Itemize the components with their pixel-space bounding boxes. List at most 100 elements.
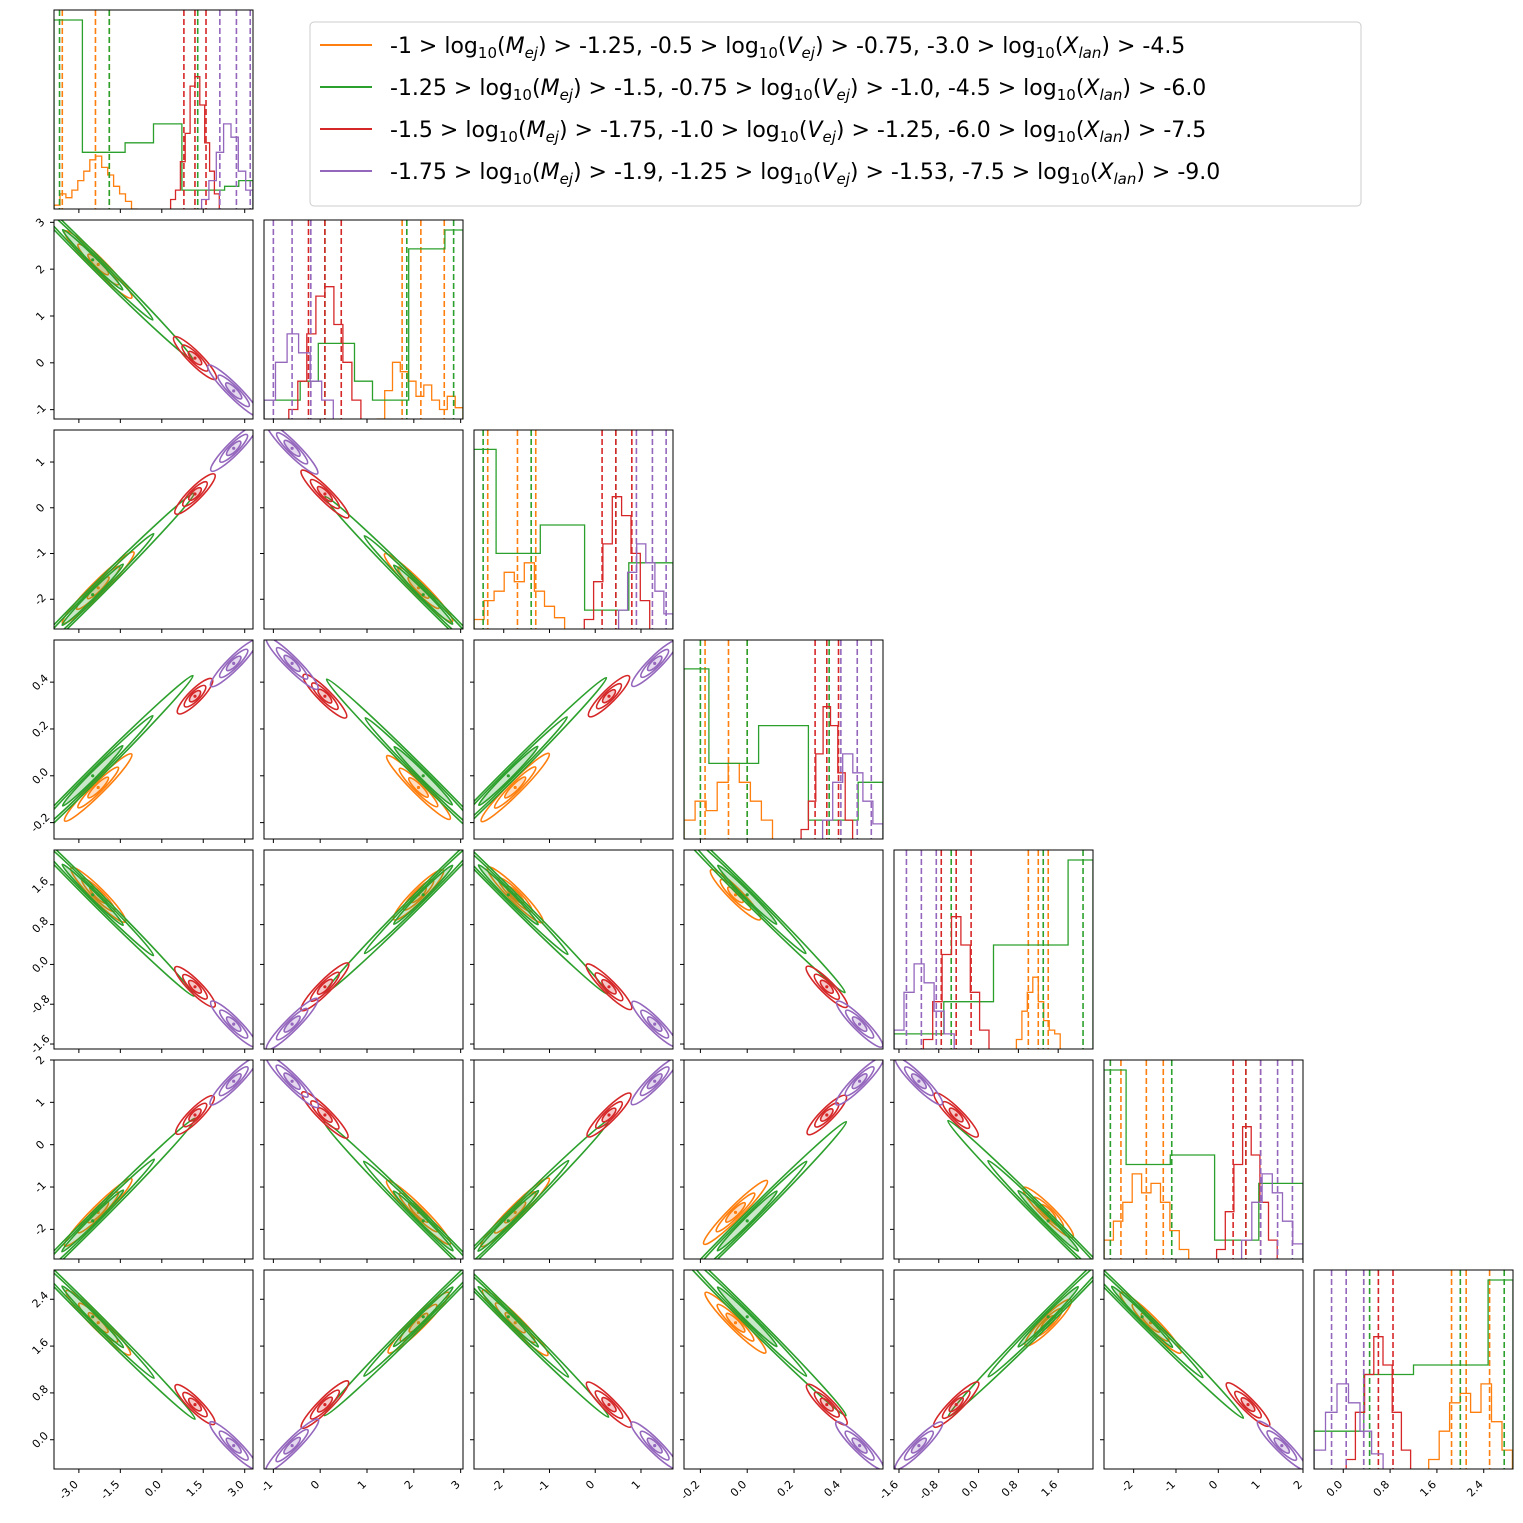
- density-point-1: [421, 893, 425, 897]
- legend-text-part: ej: [525, 44, 539, 62]
- y-tick-label: 0.8: [30, 914, 52, 936]
- panel-2-0: -2 -1 0 1: [32, 429, 254, 633]
- x-tick-label: 0.0: [142, 1478, 164, 1500]
- panel-5-4: [890, 1059, 1094, 1263]
- legend-text-part: (: [1076, 76, 1085, 101]
- x-tick-label: 0: [308, 1478, 322, 1492]
- density-point-1: [91, 1315, 95, 1319]
- contour-series-3-level-1: [639, 1430, 670, 1461]
- y-tick-label: 0.0: [30, 1429, 52, 1451]
- contour-series-2-level-0: [587, 674, 631, 718]
- contour-series-3-level-0: [835, 1060, 883, 1106]
- legend-text-part: 10: [478, 44, 497, 62]
- contour-series-3-level-0: [209, 1000, 253, 1048]
- contour-series-1-level-1: [362, 1160, 463, 1259]
- y-tick-label: -1.6: [28, 1032, 52, 1056]
- legend-text-part: M: [506, 34, 525, 59]
- x-tick-label: 3.0: [225, 1478, 247, 1500]
- density-point-2: [323, 1113, 327, 1117]
- panel-content: [265, 850, 463, 1049]
- panel-4-2: [470, 849, 674, 1053]
- contour-series-3-level-0: [209, 1060, 253, 1106]
- y-tick-label: 1: [33, 455, 47, 469]
- y-tick-label: 2: [33, 1053, 47, 1067]
- contour-series-2-level-1: [813, 1391, 841, 1418]
- density-point-0: [96, 1321, 100, 1325]
- legend-text-part: lan: [1100, 86, 1123, 104]
- density-point-2: [825, 985, 829, 989]
- legend-text-part: 10: [794, 170, 813, 188]
- contour-series-1-level-1: [687, 1270, 808, 1377]
- histogram-series-1: [54, 19, 253, 209]
- panel-4-1: [260, 849, 464, 1053]
- y-tick-label: 1: [33, 1096, 47, 1110]
- contour-series-2-level-1: [1233, 1390, 1263, 1419]
- density-point-1: [421, 1315, 425, 1319]
- contour-series-1-level-1: [987, 1270, 1093, 1378]
- histogram-series-2: [583, 496, 651, 629]
- density-point-3: [232, 1079, 236, 1083]
- panel-frame: [1313, 1269, 1514, 1470]
- contour-series-1-level-0: [54, 850, 195, 997]
- panel-content: [474, 430, 673, 629]
- panel-content: [684, 1060, 883, 1259]
- histogram-series-2: [288, 286, 362, 419]
- density-point-1: [421, 1219, 425, 1223]
- density-point-0: [513, 785, 517, 790]
- legend-text-part: ) > -7.5: [1122, 118, 1206, 143]
- density-point-1: [745, 1315, 749, 1319]
- contour-series-0-level-0: [387, 1291, 450, 1354]
- panel-frame: [473, 849, 674, 1050]
- y-tick-label: -1: [32, 401, 49, 418]
- panel-6-5: -2 -1 0 1 2: [1100, 1269, 1305, 1495]
- legend-text-part: ej: [837, 86, 851, 104]
- panel-content: [894, 850, 1093, 1049]
- panel-2-2: [473, 429, 674, 633]
- legend-text-part: ) > -0.75, -3.0 > log: [815, 34, 1036, 59]
- contour-series-1-level-1: [54, 714, 154, 837]
- contour-series-3-level-0: [209, 430, 253, 473]
- histogram-series-1: [1314, 1279, 1513, 1469]
- panel-content: [54, 640, 253, 839]
- histogram-series-3: [264, 333, 334, 419]
- panel-frame: [263, 849, 464, 1050]
- histogram-series-1: [894, 859, 1093, 1049]
- x-tick-label: 0.0: [959, 1478, 981, 1500]
- panel-content: [264, 1060, 463, 1259]
- y-tick-label: 2.4: [30, 1289, 52, 1311]
- contour-series-1-level-0: [474, 1270, 610, 1418]
- x-tick-label: 1.5: [184, 1478, 206, 1500]
- contour-series-2-level-1: [309, 1389, 341, 1420]
- panel-frame: [473, 429, 674, 630]
- panel-6-1: -1 0 1 2 3: [259, 1269, 464, 1495]
- x-tick-label: -0.8: [917, 1478, 941, 1502]
- legend-text-part: 10: [1057, 128, 1076, 146]
- contour-series-2-level-1: [310, 682, 339, 711]
- histogram-series-2: [1215, 1126, 1278, 1259]
- x-tick-label: 0: [583, 1478, 597, 1492]
- contour-series-3-level-1: [218, 1430, 249, 1461]
- legend-text-part: (: [778, 34, 787, 59]
- x-tick-label: 0.2: [775, 1478, 797, 1500]
- contour-series-2-level-0: [173, 965, 217, 1008]
- panel-frame: [473, 1059, 674, 1260]
- legend-text-part: M: [527, 118, 546, 143]
- contour-series-3-level-1: [218, 1066, 249, 1097]
- contour-series-0-level-1: [716, 1303, 755, 1342]
- contour-series-3-level-0: [208, 1420, 253, 1469]
- x-tick-label: 2: [1291, 1478, 1305, 1492]
- legend-text-part: ) > -1.5, -0.75 > log: [573, 76, 794, 101]
- x-tick-label: 0.0: [1324, 1478, 1346, 1500]
- contour-series-1-level-0: [474, 676, 608, 839]
- panel-frame: [893, 1269, 1094, 1470]
- panel-content: [474, 850, 673, 1048]
- contour-series-1-level-1: [54, 850, 155, 957]
- contour-series-2-level-1: [309, 478, 341, 510]
- contour-series-0-level-1: [715, 1192, 756, 1233]
- contour-series-2-level-1: [594, 972, 624, 1002]
- panel-frame: [53, 639, 254, 840]
- contour-series-3-level-0: [265, 997, 319, 1049]
- legend-text-part: lan: [1099, 128, 1122, 146]
- legend-text-part: (: [1076, 118, 1085, 143]
- x-tick-label: 1: [355, 1478, 369, 1492]
